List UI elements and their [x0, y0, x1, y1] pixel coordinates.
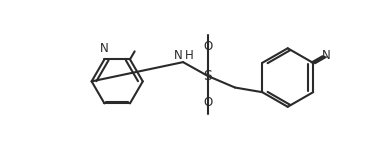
Text: O: O: [203, 40, 212, 53]
Text: N: N: [173, 48, 182, 62]
Text: O: O: [203, 96, 212, 109]
Text: N: N: [322, 49, 330, 62]
Text: H: H: [185, 48, 193, 62]
Text: S: S: [203, 69, 212, 83]
Text: N: N: [100, 42, 109, 55]
